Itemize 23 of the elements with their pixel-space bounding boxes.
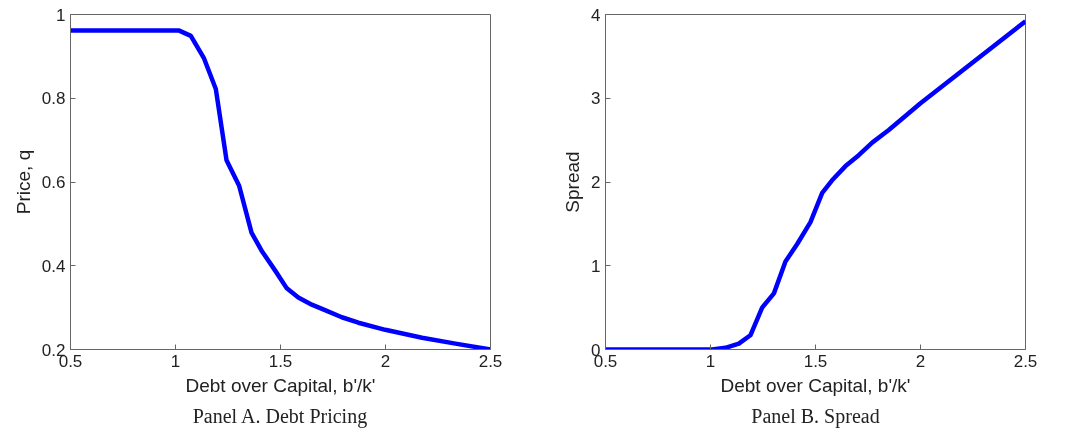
y-axis-title: Price, q <box>12 149 34 215</box>
x-tick-label: 2.5 <box>1013 351 1038 371</box>
x-tick-label: 1.5 <box>803 351 828 371</box>
y-tick-label: 0.8 <box>41 89 66 109</box>
x-tick-label: 2 <box>915 351 926 371</box>
x-axis-title: Debt over Capital, b'/k' <box>185 374 376 396</box>
y-tick-label: 0.6 <box>41 173 66 192</box>
y-tick-label: 2 <box>591 173 601 192</box>
x-tick-label: 2.5 <box>478 351 503 371</box>
text: Panel B. Spread <box>751 404 880 428</box>
x-tick-label: 1 <box>705 351 716 371</box>
x-tick-label: 2 <box>380 351 391 371</box>
y-tick-label: 3 <box>591 89 601 109</box>
y-tick-label: 0.4 <box>41 256 66 276</box>
text: Panel A. Debt Pricing <box>192 404 368 428</box>
x-tick-label: 1 <box>170 351 181 371</box>
y-tick-label: 4 <box>591 5 601 25</box>
line-series <box>605 18 1026 350</box>
y-tick-label: 1 <box>56 5 66 25</box>
y-tick-label: 1 <box>591 256 601 276</box>
x-axis-title: Debt over Capital, b'/k' <box>720 374 911 396</box>
x-tick-label: 1.5 <box>268 351 293 371</box>
y-axis-title: Spread <box>562 151 584 213</box>
